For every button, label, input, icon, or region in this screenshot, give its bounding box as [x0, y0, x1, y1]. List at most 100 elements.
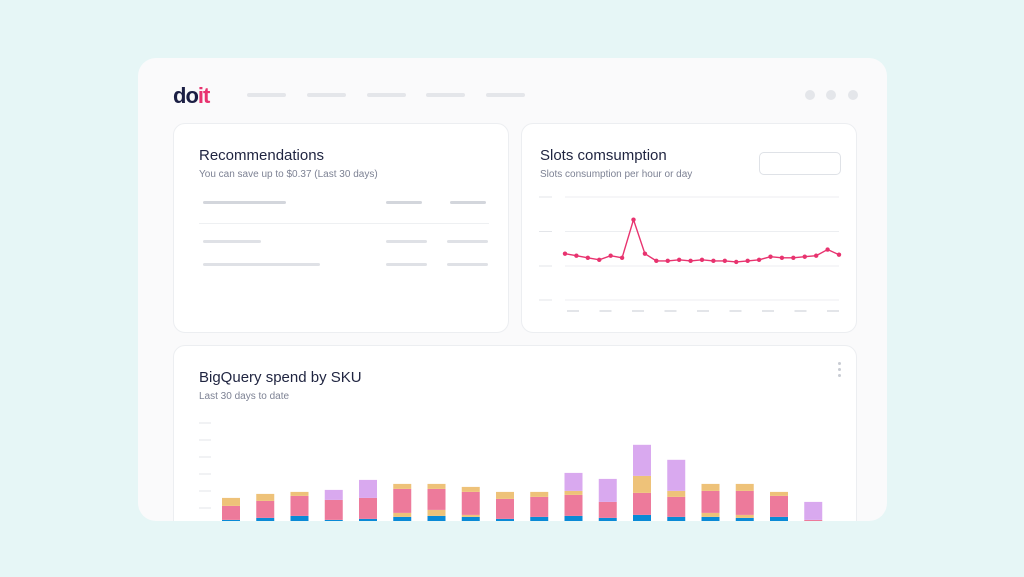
bar-2-segment-5	[256, 493, 275, 501]
bar-9-segment-4	[496, 498, 514, 519]
window-control-1[interactable]	[805, 90, 815, 100]
bar-7-segment-2	[427, 515, 446, 521]
bar-11-segment-6	[564, 472, 583, 491]
bar-9-segment-2	[496, 518, 514, 521]
nav-item-1[interactable]	[247, 93, 286, 97]
bar-15-segment-2	[701, 516, 720, 521]
window-control-3[interactable]	[848, 90, 858, 100]
slots-point-21	[791, 255, 796, 260]
table-divider	[199, 223, 489, 224]
bar-9-segment-5	[496, 491, 514, 499]
bar-15-segment-5	[701, 483, 720, 491]
bar-15-segment-4	[701, 490, 720, 513]
bar-18-segment-4	[804, 520, 823, 521]
bar-11-segment-4	[564, 494, 583, 516]
bar-11-segment-5	[564, 490, 583, 495]
slots-point-16	[734, 259, 739, 265]
bar-13-segment-5	[633, 475, 651, 493]
bar-16-segment-4	[735, 490, 754, 515]
slots-point-4	[597, 257, 602, 263]
slots-point-5	[608, 253, 613, 258]
slots-line-chart	[539, 196, 842, 312]
bar-15-segment-3	[701, 512, 720, 517]
slots-point-24	[825, 247, 830, 252]
bar-3-segment-5	[290, 491, 309, 496]
slots-point-2	[574, 253, 579, 258]
nav-item-3[interactable]	[367, 93, 406, 97]
slots-card: Slots comsumption Slots consumption per …	[521, 123, 857, 333]
bar-12-segment-2	[598, 517, 617, 521]
table-header-col-1	[203, 201, 286, 204]
time-range-select[interactable]	[759, 152, 841, 175]
slots-point-15	[722, 258, 728, 264]
slots-point-18	[756, 257, 762, 263]
bar-4-segment-2	[324, 520, 343, 521]
bar-3-segment-2	[290, 515, 309, 521]
table-header-col-2	[386, 201, 422, 204]
slots-point-1	[562, 251, 568, 256]
bar-5-segment-4	[359, 497, 377, 519]
bar-11-segment-2	[564, 515, 583, 521]
bar-10-segment-2	[530, 516, 549, 521]
bar-1-segment-4	[222, 505, 240, 520]
bar-7-segment-4	[427, 488, 446, 510]
slots-point-6	[619, 255, 625, 260]
bar-17-segment-4	[770, 495, 788, 517]
nav-item-4[interactable]	[426, 93, 465, 97]
slots-point-8	[642, 251, 648, 256]
bar-17-segment-2	[770, 516, 788, 521]
slots-series-line	[564, 217, 840, 263]
bigquery-title: BigQuery spend by SKU	[199, 369, 362, 386]
slots-point-23	[813, 253, 819, 258]
table-header-col-3	[450, 201, 486, 204]
slots-subtitle: Slots consumption per hour or day	[540, 169, 693, 180]
table-row-2-col-1	[203, 263, 320, 266]
bar-12-segment-4	[598, 501, 617, 518]
bar-6-segment-5	[393, 483, 412, 489]
bar-4-segment-6	[324, 489, 343, 500]
bar-16-segment-3	[735, 514, 754, 518]
nav-item-2[interactable]	[307, 93, 346, 97]
svg-text:doit: doit	[173, 83, 211, 108]
more-options-icon[interactable]	[836, 362, 842, 380]
bar-6-segment-2	[393, 516, 412, 521]
bar-13-segment-4	[633, 492, 651, 515]
bigquery-subtitle: Last 30 days to date	[199, 391, 290, 402]
bar-3-segment-4	[290, 495, 309, 516]
bar-10-segment-4	[530, 496, 549, 517]
recommendations-title: Recommendations	[199, 147, 325, 164]
nav-item-5[interactable]	[486, 93, 525, 97]
bar-5-segment-6	[359, 479, 377, 498]
bar-16-segment-2	[735, 517, 754, 521]
doit-logo: doit	[173, 83, 212, 108]
bar-7-segment-5	[427, 483, 446, 489]
slots-point-13	[699, 257, 705, 263]
bar-12-segment-6	[598, 478, 617, 502]
slots-point-19	[768, 254, 773, 259]
slots-point-12	[688, 258, 693, 264]
bar-8-segment-2	[461, 516, 480, 521]
slots-point-20	[779, 255, 785, 260]
bar-5-segment-2	[359, 518, 377, 521]
bar-13-segment-2	[633, 514, 651, 521]
window-control-2[interactable]	[826, 90, 836, 100]
bigquery-stacked-bar-chart	[199, 422, 823, 521]
bar-8-segment-5	[461, 486, 480, 492]
bar-14-segment-6	[667, 459, 686, 491]
bar-6-segment-4	[393, 488, 412, 513]
bar-7-segment-3	[427, 509, 446, 516]
bar-14-segment-5	[667, 490, 686, 497]
recommendations-subtitle: You can save up to $0.37 (Last 30 days)	[199, 169, 378, 180]
bar-13-segment-6	[633, 444, 651, 476]
slots-point-22	[802, 254, 807, 259]
bar-18-segment-6	[804, 501, 823, 520]
bar-2-segment-4	[256, 500, 275, 518]
bar-8-segment-3	[461, 514, 480, 517]
bar-10-segment-5	[530, 491, 549, 497]
bar-14-segment-2	[667, 516, 686, 521]
bar-8-segment-4	[461, 491, 480, 515]
slots-point-25	[836, 252, 842, 257]
slots-point-10	[665, 258, 670, 264]
table-row-1-col-1	[203, 240, 261, 243]
bigquery-card: BigQuery spend by SKU Last 30 days to da…	[173, 345, 857, 521]
